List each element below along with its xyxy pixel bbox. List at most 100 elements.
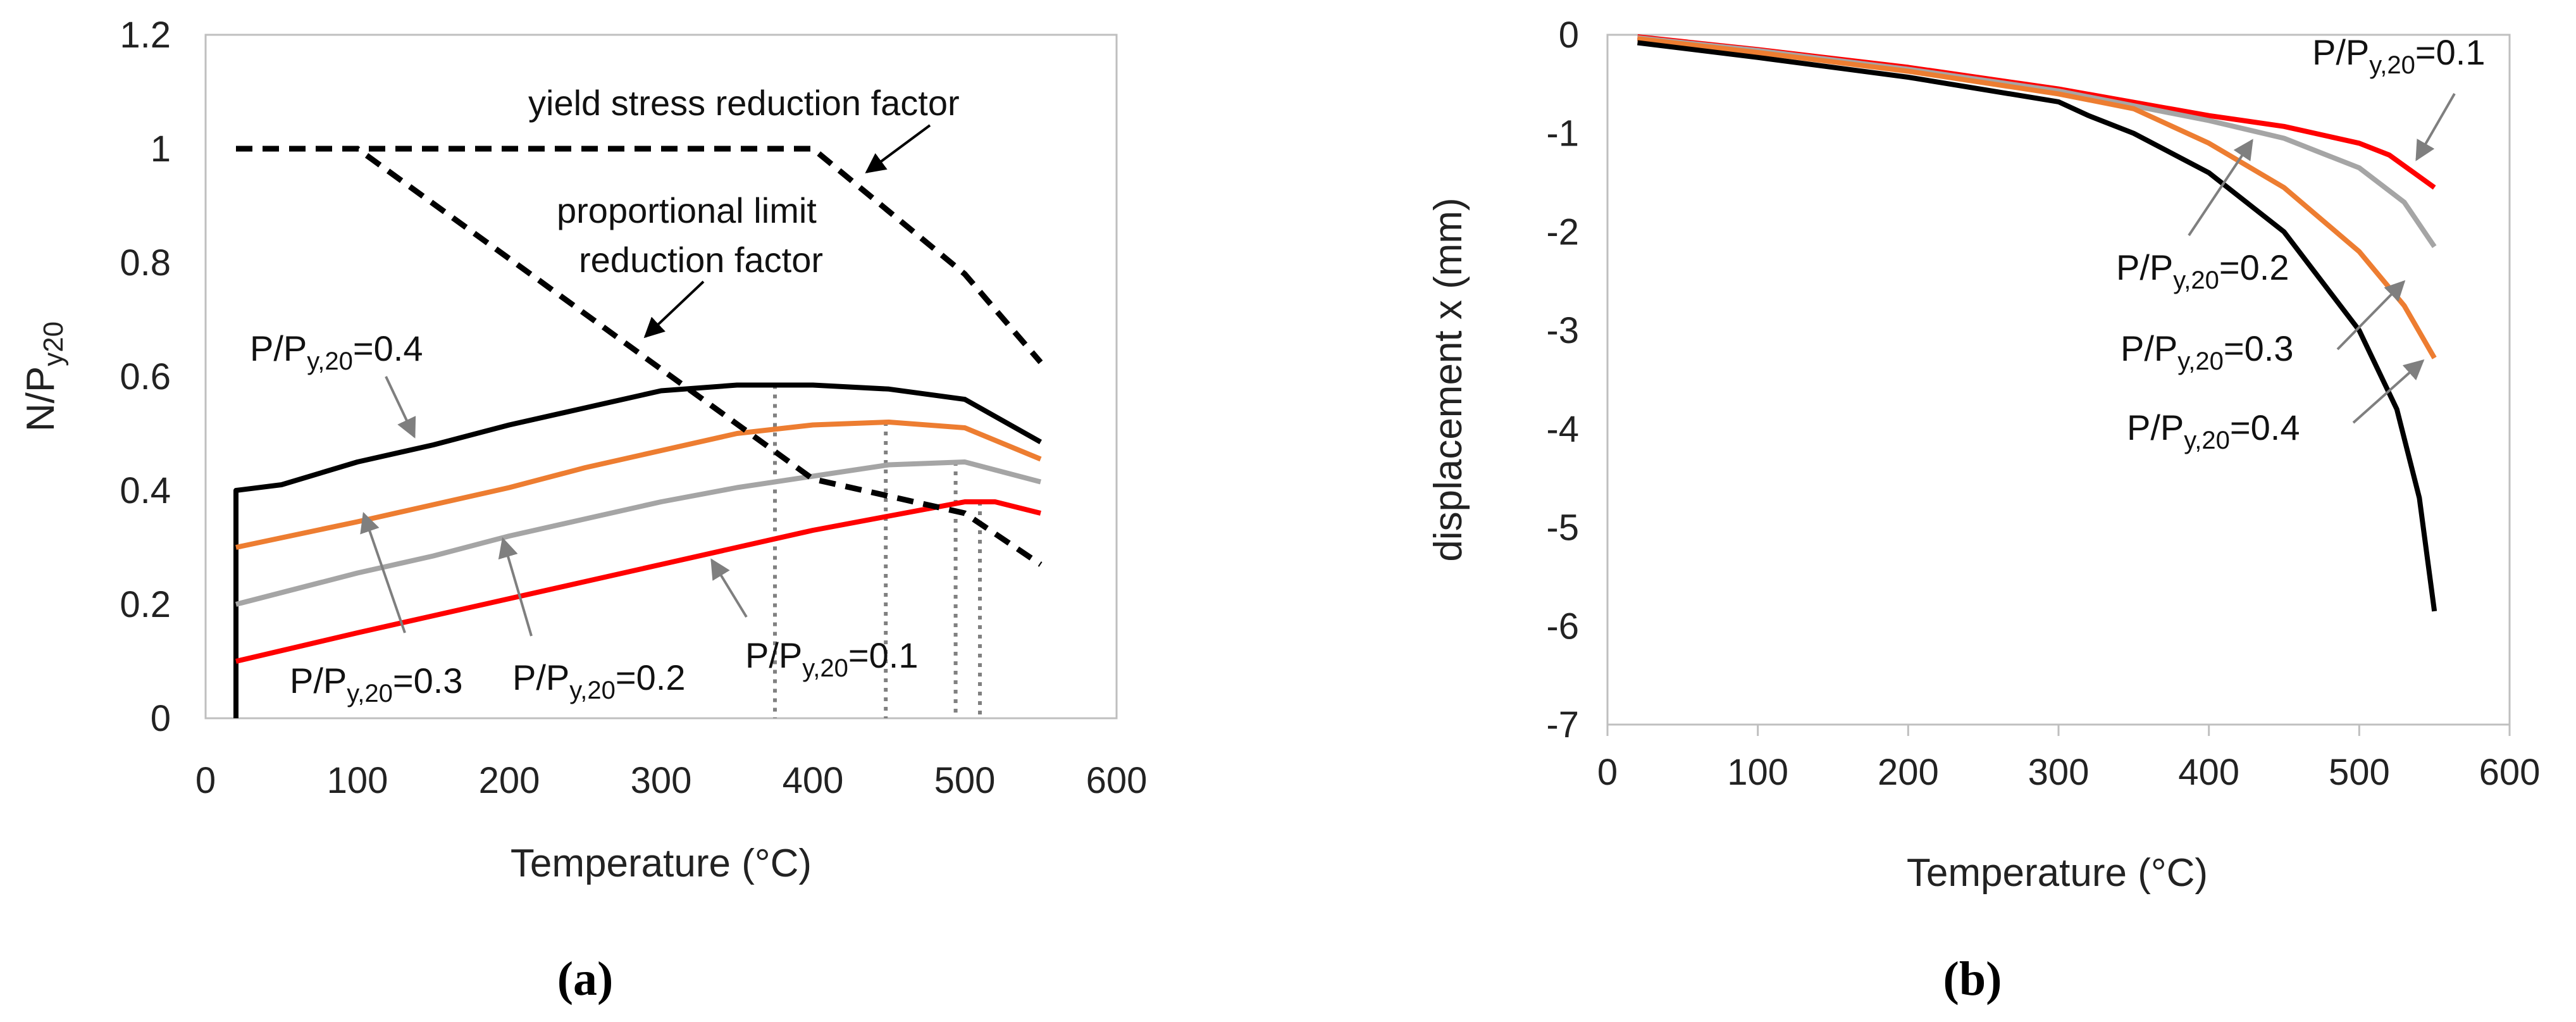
panel-a-chart: 0 0.2 0.4 0.6 0.8 1 1.2 0 100 200 300 400 500 600 Te… bbox=[19, 15, 1147, 885]
panel-b-x-tick-label: 100 bbox=[1727, 752, 1788, 793]
label-a-p03-tail: =0.3 bbox=[393, 661, 463, 701]
proportional-limit-label-2: reduction factor bbox=[579, 240, 823, 280]
label-a-p04-base: P/P bbox=[250, 328, 307, 368]
panel-a-x-tick-label: 100 bbox=[327, 760, 388, 801]
arrow-a-p03 bbox=[360, 511, 406, 633]
panel-b-x-tick-label: 300 bbox=[2028, 752, 2090, 793]
panel-a-series-p-py-20-0-1 bbox=[235, 499, 1041, 664]
panel-b-y-tick-label: -3 bbox=[1546, 310, 1579, 351]
panel-a-series-p-py-20-0-2 bbox=[235, 459, 1042, 607]
label-a-p01-base: P/P bbox=[745, 635, 802, 675]
label-b-p02-tail: =0.2 bbox=[2219, 247, 2289, 287]
panel-a-y-tick-label: 0.4 bbox=[120, 470, 171, 511]
panel-a-y-tick-label: 0.6 bbox=[120, 356, 171, 397]
panel-b-y-tick-label: -4 bbox=[1546, 409, 1579, 450]
y-title-sub: y20 bbox=[38, 321, 69, 366]
arrow-a-p02 bbox=[498, 537, 533, 637]
panel-b-series-p-py-20-0-4 bbox=[1637, 40, 2437, 612]
label-a-p02-tail: =0.2 bbox=[616, 657, 686, 697]
panel-b-x-tick-label: 0 bbox=[1597, 752, 1618, 793]
arrow-a-p01 bbox=[710, 558, 748, 618]
panel-b-y-tick-label: -6 bbox=[1546, 606, 1579, 647]
panel-b-x-tick-label: 500 bbox=[2329, 752, 2390, 793]
label-b-p01-base: P/P bbox=[2312, 32, 2369, 72]
label-b-p01-tail: =0.1 bbox=[2415, 32, 2486, 72]
panel-a-x-axis-title: Temperature (°C) bbox=[511, 842, 812, 885]
panel-a-y-tick-label: 0 bbox=[151, 698, 171, 739]
arrow-b-p03 bbox=[2336, 280, 2406, 351]
panel-a-y-tick-label: 0.2 bbox=[120, 584, 171, 625]
label-a-p02-sub: y,20 bbox=[569, 676, 616, 704]
panel-a-plot-frame bbox=[204, 34, 1118, 720]
panel-b-chart: 0 -1 -2 -3 -4 -5 -6 -7 0 100 200 300 400 500 600 Temp… bbox=[1427, 15, 2540, 895]
panel-b-y-tick-label: -2 bbox=[1546, 211, 1579, 252]
yield-stress-label: yield stress reduction factor bbox=[528, 83, 960, 123]
panel-a-x-ticks: 0 100 200 300 400 500 600 bbox=[195, 760, 1148, 801]
label-b-p04: P/Py,20=0.4 bbox=[2127, 408, 2300, 454]
label-a-p04: P/Py,20=0.4 bbox=[250, 328, 423, 375]
panel-a-series-p-py-20-0-4 bbox=[233, 382, 1042, 718]
panel-a-y-tick-label: 0.8 bbox=[120, 242, 171, 284]
panel-a-y-tick-label: 1 bbox=[151, 128, 171, 170]
panel-a-series-p-py-20-0-3 bbox=[235, 420, 1042, 550]
label-b-p04-base: P/P bbox=[2127, 408, 2184, 447]
caption-b: (b) bbox=[1943, 952, 2002, 1006]
label-a-p02: P/Py,20=0.2 bbox=[512, 657, 685, 704]
label-b-p02-base: P/P bbox=[2116, 247, 2173, 287]
caption-a: (a) bbox=[557, 952, 614, 1006]
yield-stress-arrow bbox=[865, 124, 931, 173]
panel-b-y-tick-label: -5 bbox=[1546, 508, 1579, 549]
panel-a-x-tick-label: 600 bbox=[1086, 760, 1148, 801]
arrow-b-p01 bbox=[2415, 93, 2456, 161]
panel-b-plot-frame bbox=[1606, 34, 2511, 726]
panel-b-x-tick-label: 600 bbox=[2479, 752, 2541, 793]
panel-a-y-axis-title: N/Py20 bbox=[19, 321, 69, 432]
panel-b-x-ticks: 0 100 200 300 400 500 600 bbox=[1597, 752, 2541, 793]
label-a-p03-sub: y,20 bbox=[347, 680, 393, 707]
label-b-p01: P/Py,20=0.1 bbox=[2312, 32, 2485, 79]
panel-a-x-tick-label: 200 bbox=[479, 760, 540, 801]
panel-a-series-yield-stress-reduction-factor bbox=[236, 146, 1043, 365]
panel-b-x-tick-label: 200 bbox=[1878, 752, 1939, 793]
panel-b-y-tick-label: -7 bbox=[1546, 704, 1579, 745]
label-b-p03-tail: =0.3 bbox=[2224, 328, 2294, 368]
panel-b-y-ticks: 0 -1 -2 -3 -4 -5 -6 -7 bbox=[1546, 15, 1579, 745]
label-b-p01-sub: y,20 bbox=[2369, 51, 2415, 79]
label-b-p03: P/Py,20=0.3 bbox=[2121, 328, 2293, 375]
panel-a-y-ticks: 0 0.2 0.4 0.6 0.8 1 1.2 bbox=[120, 15, 171, 739]
label-a-p01-tail: =0.1 bbox=[848, 635, 919, 675]
label-a-p03: P/Py,20=0.3 bbox=[290, 661, 462, 707]
arrow-b-p04 bbox=[2352, 359, 2425, 424]
arrow-b-p02 bbox=[2188, 139, 2253, 237]
panel-b-y-axis-title: displacement x (mm) bbox=[1427, 197, 1470, 561]
panel-a-x-tick-label: 500 bbox=[934, 760, 996, 801]
panel-a-x-tick-label: 400 bbox=[783, 760, 844, 801]
label-a-p02-base: P/P bbox=[512, 657, 569, 697]
label-a-p01-sub: y,20 bbox=[802, 654, 848, 682]
panel-b-x-axis-title: Temperature (°C) bbox=[1907, 851, 2208, 895]
panel-a-x-tick-label: 0 bbox=[195, 760, 216, 801]
label-b-p02: P/Py,20=0.2 bbox=[2116, 247, 2289, 294]
panel-b-y-tick-label: -1 bbox=[1546, 113, 1579, 154]
panel-b-axes bbox=[1606, 725, 2511, 736]
panel-b-series bbox=[1637, 34, 2437, 612]
panel-a-y-tick-label: 1.2 bbox=[120, 15, 171, 56]
proportional-limit-label-1: proportional limit bbox=[557, 190, 817, 230]
panel-a-series bbox=[233, 146, 1043, 718]
label-a-p04-sub: y,20 bbox=[307, 347, 353, 375]
panel-a-series-proportional-limit-reduction-factor bbox=[236, 146, 1043, 567]
label-b-p03-sub: y,20 bbox=[2177, 347, 2224, 375]
label-b-p03-base: P/P bbox=[2121, 328, 2177, 368]
label-b-p02-sub: y,20 bbox=[2173, 266, 2219, 294]
label-a-p04-tail: =0.4 bbox=[353, 328, 423, 368]
panel-a-dotted-lines bbox=[773, 385, 982, 718]
panel-a-x-tick-label: 300 bbox=[631, 760, 692, 801]
label-a-p01: P/Py,20=0.1 bbox=[745, 635, 918, 682]
panel-b-y-tick-label: 0 bbox=[1559, 15, 1579, 56]
label-b-p04-sub: y,20 bbox=[2184, 427, 2230, 454]
y-title-base: N/P bbox=[19, 366, 63, 432]
panel-b-x-tick-label: 400 bbox=[2178, 752, 2239, 793]
proportional-limit-arrow bbox=[643, 280, 705, 339]
label-b-p04-tail: =0.4 bbox=[2230, 408, 2300, 447]
